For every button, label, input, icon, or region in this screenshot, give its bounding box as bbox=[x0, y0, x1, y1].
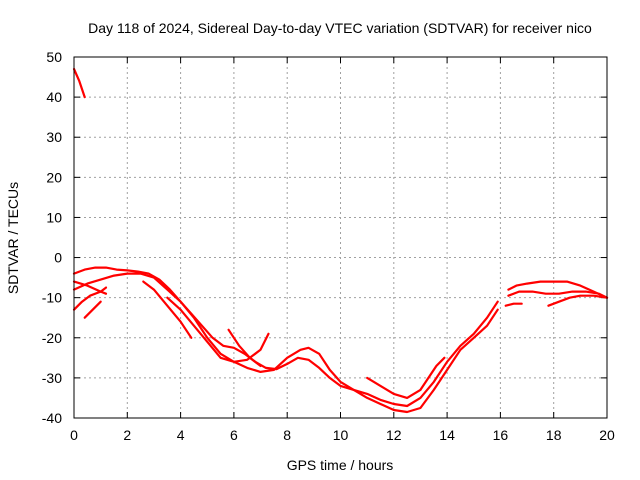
y-tick-label: 10 bbox=[46, 209, 62, 225]
y-tick-label: 20 bbox=[46, 169, 62, 185]
x-tick-label: 14 bbox=[439, 427, 455, 443]
series-line-s8 bbox=[166, 296, 270, 363]
x-tick-label: 18 bbox=[546, 427, 562, 443]
y-tick-label: -20 bbox=[42, 330, 62, 346]
x-tick-label: 0 bbox=[70, 427, 78, 443]
x-tick-label: 8 bbox=[283, 427, 291, 443]
series-line-s2 bbox=[72, 266, 499, 408]
x-tick-label: 20 bbox=[599, 427, 615, 443]
x-tick-label: 10 bbox=[333, 427, 349, 443]
x-tick-label: 6 bbox=[230, 427, 238, 443]
y-tick-label: 50 bbox=[46, 49, 62, 65]
x-axis-label: GPS time / hours bbox=[287, 457, 394, 473]
series-line-s9 bbox=[227, 328, 262, 367]
y-tick-label: -30 bbox=[42, 370, 62, 386]
series-line-s1 bbox=[72, 67, 86, 99]
series-line-s4 bbox=[72, 286, 108, 311]
y-tick-label: 30 bbox=[46, 129, 62, 145]
series-line-s15 bbox=[547, 294, 609, 307]
x-tick-label: 16 bbox=[493, 427, 509, 443]
x-tick-label: 2 bbox=[123, 427, 131, 443]
series-line-s12 bbox=[504, 302, 523, 307]
series-line-s11 bbox=[419, 356, 446, 391]
y-tick-label: 40 bbox=[46, 89, 62, 105]
series-line-s10 bbox=[366, 376, 422, 399]
y-tick-label: 0 bbox=[54, 250, 62, 266]
series-line-s6 bbox=[72, 280, 108, 295]
series-line-s7 bbox=[142, 280, 193, 339]
x-tick-label: 4 bbox=[177, 427, 185, 443]
plot-frame bbox=[73, 56, 608, 419]
x-tick-label: 12 bbox=[386, 427, 402, 443]
axis-ticks: 0 2 4 6 8 10 12 14 16 18 20 -40 -30 -20 -10 0 10 20 30 40 50 bbox=[42, 49, 615, 443]
series-group bbox=[72, 67, 609, 414]
y-tick-label: -10 bbox=[42, 290, 62, 306]
y-axis-label: SDTVAR / TECUs bbox=[5, 182, 21, 294]
series-line-s3 bbox=[72, 272, 499, 414]
series-line-s13 bbox=[507, 280, 609, 299]
series-line-s14 bbox=[507, 290, 609, 299]
chart-title: Day 118 of 2024, Sidereal Day-to-day VTE… bbox=[88, 20, 592, 36]
series-line-s5 bbox=[83, 300, 102, 319]
grid bbox=[74, 57, 607, 418]
y-tick-label: -40 bbox=[42, 410, 62, 426]
